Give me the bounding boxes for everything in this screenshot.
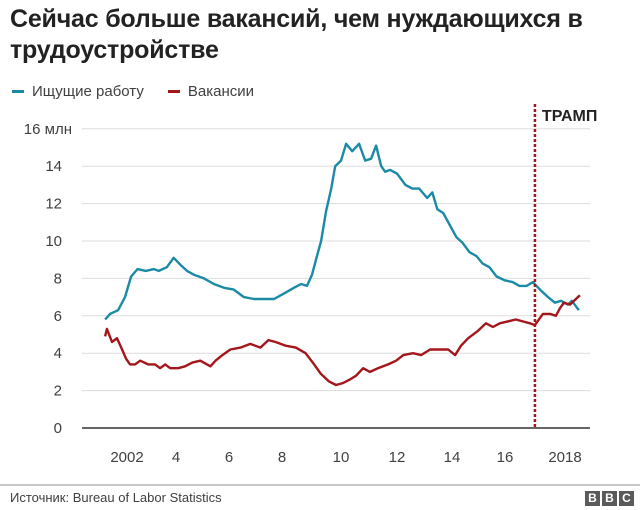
- y-tick-label: 16 млн: [24, 121, 72, 138]
- x-tick-label: 6: [225, 449, 233, 466]
- trump-annotation-label: ТРАМП: [542, 108, 597, 125]
- annotations: ТРАМП: [533, 104, 597, 428]
- x-tick-label: 14: [444, 449, 461, 466]
- legend-item-vacancies: Вакансии: [167, 83, 254, 100]
- x-tick-label: 10: [333, 449, 350, 466]
- x-tick-label: 12: [389, 449, 406, 466]
- bbc-logo: B B C: [585, 491, 634, 506]
- legend: Ищущие работу Вакансии: [12, 83, 278, 100]
- y-tick-label: 8: [54, 270, 62, 287]
- y-tick-label: 6: [54, 308, 62, 325]
- source-text: Источник: Bureau of Labor Statistics: [10, 490, 222, 505]
- legend-label-vacancies: Вакансии: [187, 83, 254, 100]
- x-tick-label: 2002: [110, 449, 143, 466]
- y-tick-label: 2: [54, 383, 62, 400]
- legend-swatch-vacancies: [167, 90, 180, 93]
- y-tick-label: 0: [54, 420, 62, 437]
- legend-swatch-jobseekers: [12, 90, 24, 93]
- x-tick-label: 2018: [548, 449, 581, 466]
- legend-label-jobseekers: Ищущие работу: [32, 83, 144, 100]
- series-lines: [103, 142, 581, 387]
- bbc-logo-letter-b2: B: [602, 491, 617, 506]
- x-tick-label: 8: [278, 449, 286, 466]
- legend-item-jobseekers: Ищущие работу: [12, 83, 144, 100]
- bbc-logo-letter-c: C: [619, 491, 634, 506]
- y-axis-labels: 0 2 4 6 8 10 12 14 16 млн: [24, 121, 72, 437]
- y-tick-label: 14: [45, 158, 62, 175]
- bbc-logo-letter-b1: B: [585, 491, 600, 506]
- x-tick-label: 16: [497, 449, 514, 466]
- y-tick-label: 4: [54, 345, 62, 362]
- y-tick-label: 10: [45, 233, 62, 250]
- y-tick-label: 12: [45, 196, 62, 213]
- footer-divider: [0, 484, 640, 486]
- line-chart: 0 2 4 6 8 10 12 14 16 млн 2002 4 6 8 10 12 14 16 2018 ТР…: [24, 104, 597, 466]
- x-axis-labels: 2002 4 6 8 10 12 14 16 2018: [110, 449, 581, 466]
- x-tick-label: 4: [172, 449, 180, 466]
- series-line-jobseekers: [104, 142, 580, 321]
- series-line-vacancies: [103, 294, 581, 387]
- chart-title: Сейчас больше вакансий, чем нуждающихся …: [10, 5, 583, 64]
